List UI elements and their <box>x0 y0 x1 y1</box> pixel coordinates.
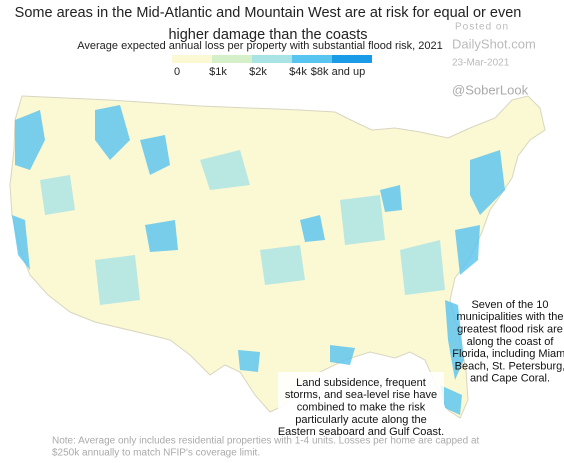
patch <box>380 185 402 212</box>
annotation-backdrop <box>278 372 444 436</box>
patch <box>12 215 30 270</box>
title-line: higher damage than the coasts <box>168 27 367 43</box>
note-line: $250k annually to match NFIP's coverage … <box>52 448 260 459</box>
annotation-coast: Land subsidence, frequent <box>296 377 426 389</box>
legend-label: $4k <box>289 66 307 78</box>
patch <box>15 110 45 170</box>
annotation-florida: along the coast of <box>467 336 555 348</box>
annotation-florida: Beach, St. Petersburg, <box>455 360 564 372</box>
legend-swatch <box>172 55 212 63</box>
watermark-site: DailyShot.com <box>452 36 536 51</box>
patch <box>145 220 178 252</box>
patch <box>440 385 462 415</box>
patch <box>95 255 140 305</box>
patch <box>455 225 480 275</box>
annotation-florida: municipalities with the <box>457 311 564 323</box>
legend-swatch <box>332 55 372 63</box>
legend-label: $2k <box>249 66 267 78</box>
risk-patches-light <box>40 150 445 305</box>
annotation-florida: Seven of the 10 <box>471 299 548 311</box>
patch <box>140 135 170 175</box>
watermark-date: 23-Mar-2021 <box>452 58 510 69</box>
patch <box>40 175 75 215</box>
patch <box>445 300 464 380</box>
annotation-florida: and Cape Coral. <box>470 373 550 385</box>
patch <box>300 215 325 242</box>
risk-patches <box>12 105 505 415</box>
legend-swatch <box>212 55 252 63</box>
legend-label: $1k <box>209 66 227 78</box>
patch <box>260 245 305 285</box>
patch <box>238 350 260 372</box>
patch <box>95 105 130 160</box>
watermark-handle: @SoberLook <box>452 82 529 97</box>
watermark-posted: Posted on <box>455 22 509 33</box>
legend-swatch <box>292 55 332 63</box>
patch <box>340 195 385 245</box>
annotation-coast: combined to make the risk <box>297 402 426 414</box>
patch <box>330 345 355 365</box>
annotation-coast: Eastern seaboard and Gulf Coast. <box>278 426 444 438</box>
patch <box>200 150 250 190</box>
legend-label: 0 <box>174 66 180 78</box>
annotation-florida: Florida, including Miami <box>452 348 564 360</box>
patch <box>470 150 505 215</box>
annotation-florida: greatest flood risk are <box>457 324 563 336</box>
legend-label: $8k and up <box>311 66 365 78</box>
annotation-coast: particularly acute along the <box>295 414 426 426</box>
legend-title: Average expected annual loss per propert… <box>77 40 442 52</box>
note-line: Note: Average only includes residential … <box>52 436 480 447</box>
legend-swatch <box>252 55 292 63</box>
title-line: Some areas in the Mid-Atlantic and Mount… <box>15 5 522 21</box>
us-map <box>9 95 546 419</box>
patch <box>400 240 445 295</box>
annotation-coast: storms, and sea-level rise have <box>285 389 437 401</box>
